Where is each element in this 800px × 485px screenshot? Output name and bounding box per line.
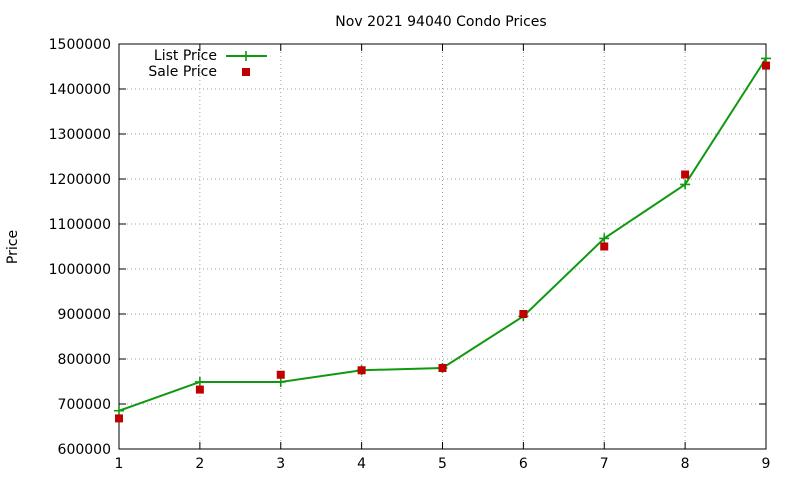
square-marker <box>438 364 447 372</box>
y-tick-label: 800000 <box>58 352 111 368</box>
square-marker <box>195 385 204 394</box>
series-layer <box>114 53 771 423</box>
y-tick-label: 1400000 <box>49 82 111 98</box>
legend-plus-marker <box>241 51 251 61</box>
y-tick-label: 1300000 <box>49 127 111 143</box>
x-tick-label: 9 <box>762 456 771 472</box>
axes: 6000007000008000009000001000000110000012… <box>49 37 771 472</box>
x-tick-label: 8 <box>681 456 690 472</box>
x-tick-label: 5 <box>438 456 447 472</box>
plot-border <box>118 43 767 450</box>
square-marker <box>357 366 366 375</box>
y-tick-label: 1100000 <box>49 217 111 233</box>
y-tick-label: 1200000 <box>49 172 111 188</box>
plus-marker <box>680 179 691 190</box>
series-sale-price <box>115 61 770 423</box>
x-tick-label: 3 <box>276 456 285 472</box>
square-marker <box>276 370 285 379</box>
legend-square-marker <box>242 68 250 76</box>
y-tick-label: 1500000 <box>49 37 111 53</box>
y-tick-label: 600000 <box>58 442 111 458</box>
plus-marker <box>114 405 124 416</box>
legend-label: Sale Price <box>148 64 217 80</box>
square-marker <box>519 310 528 318</box>
square-marker <box>681 170 690 179</box>
square-marker <box>600 242 609 251</box>
chart-title: Nov 2021 94040 Condo Prices <box>335 14 546 30</box>
x-tick-label: 6 <box>519 456 528 472</box>
plus-marker <box>194 376 205 387</box>
square-marker <box>762 61 770 70</box>
y-tick-label: 700000 <box>58 397 111 413</box>
plus-marker <box>599 233 610 244</box>
y-tick-label: 900000 <box>58 307 111 323</box>
square-marker <box>115 414 123 423</box>
x-tick-label: 2 <box>195 456 204 472</box>
legend-label: List Price <box>154 48 217 64</box>
x-tick-label: 4 <box>357 456 366 472</box>
y-axis-label: Price <box>5 230 21 264</box>
x-tick-label: 1 <box>115 456 124 472</box>
y-tick-label: 1000000 <box>49 262 111 278</box>
x-tick-label: 7 <box>600 456 609 472</box>
